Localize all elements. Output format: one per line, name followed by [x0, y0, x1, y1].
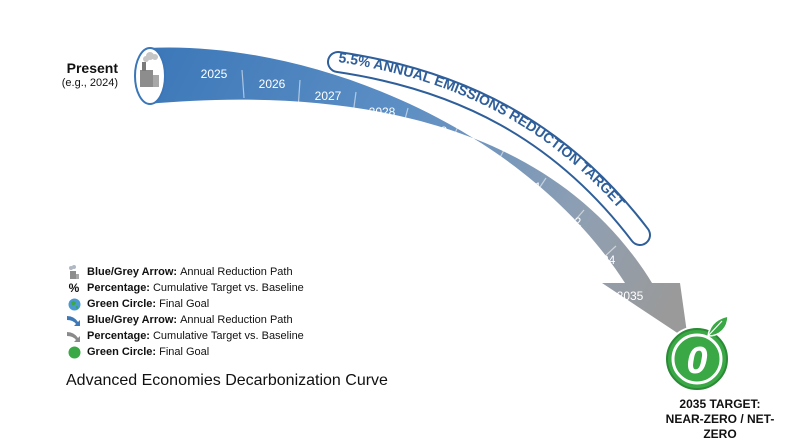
- legend: Blue/Grey Arrow: Annual Reduction Path %…: [66, 264, 304, 360]
- year-divider: [559, 209, 585, 239]
- legend-text: Cumulative Target vs. Baseline: [152, 282, 304, 294]
- year-label: 2030: [471, 151, 498, 165]
- year-divider: [297, 79, 301, 111]
- reduction-path-arrow: [148, 47, 688, 341]
- legend-item: % Percentage: Cumulative Target vs. Base…: [66, 280, 304, 296]
- year-divider: [589, 245, 617, 271]
- goal-circle: 0: [664, 315, 730, 392]
- legend-key: Percentage:: [87, 330, 150, 342]
- factory-icon: [66, 265, 82, 279]
- year-divider: [525, 177, 547, 209]
- legend-text: Annual Reduction Path: [180, 266, 293, 278]
- target-line-1: 2035 TARGET:: [679, 397, 761, 411]
- year-divider: [399, 107, 409, 139]
- legend-key: Blue/Grey Arrow:: [87, 314, 178, 326]
- present-title: Present: [66, 60, 118, 76]
- year-label: 2029: [421, 124, 448, 138]
- banner-fill: [329, 53, 649, 244]
- legend-item: Blue/Grey Arrow: Annual Reduction Path: [66, 264, 304, 280]
- legend-item: Green Circle: Final Goal: [66, 296, 304, 312]
- banner-outline: [327, 51, 651, 246]
- legend-item: Blue/Grey Arrow: Annual Reduction Path: [66, 312, 304, 328]
- legend-text: Cumulative Target vs. Baseline: [152, 330, 304, 342]
- percent-icon: %: [68, 281, 80, 295]
- year-divider: [351, 91, 357, 123]
- year-label: 2035: [617, 289, 644, 303]
- globe-icon: [66, 297, 82, 311]
- zero-glyph: 0: [686, 340, 707, 382]
- legend-key: Blue/Grey Arrow:: [87, 266, 178, 278]
- legend-item: Percentage: Cumulative Target vs. Baseli…: [66, 328, 304, 344]
- legend-key: Green Circle:: [87, 346, 157, 358]
- blue-arrow-icon: [66, 313, 82, 327]
- year-label: 2027: [315, 89, 342, 103]
- leaf-icon: [707, 315, 729, 337]
- legend-key: Green Circle:: [87, 298, 157, 310]
- year-labels: 2025 2026 2027 2028 2029 2030 2031 2032 2034 2035: [201, 67, 644, 303]
- grey-arrow-icon: [66, 329, 82, 343]
- factory-icon: [134, 47, 166, 105]
- year-divider: [487, 149, 505, 181]
- present-subtitle: (e.g., 2024): [61, 77, 118, 89]
- year-label: 2028: [369, 105, 396, 119]
- target-line-2: NEAR-ZERO / NET-ZERO: [665, 412, 775, 441]
- diagram-title: Advanced Economies Decarbonization Curve: [66, 372, 388, 389]
- target-label: 2035 TARGET: NEAR-ZERO / NET-ZERO: [650, 397, 790, 442]
- legend-key: Percentage:: [87, 282, 150, 294]
- year-divider: [241, 69, 245, 99]
- legend-item: Green Circle: Final Goal: [66, 344, 304, 360]
- year-label: 2032: [555, 215, 582, 229]
- year-label: 2026: [259, 77, 286, 91]
- year-label: 2031: [515, 180, 542, 194]
- year-divider: [445, 125, 459, 157]
- year-label: 2034: [589, 253, 616, 267]
- legend-text: Final Goal: [159, 298, 210, 310]
- green-circle-icon: [66, 345, 82, 359]
- year-dividers: [241, 69, 617, 271]
- year-label: 2025: [201, 67, 228, 81]
- present-label: Present (e.g., 2024): [40, 60, 118, 89]
- legend-text: Final Goal: [159, 346, 210, 358]
- legend-text: Annual Reduction Path: [180, 314, 293, 326]
